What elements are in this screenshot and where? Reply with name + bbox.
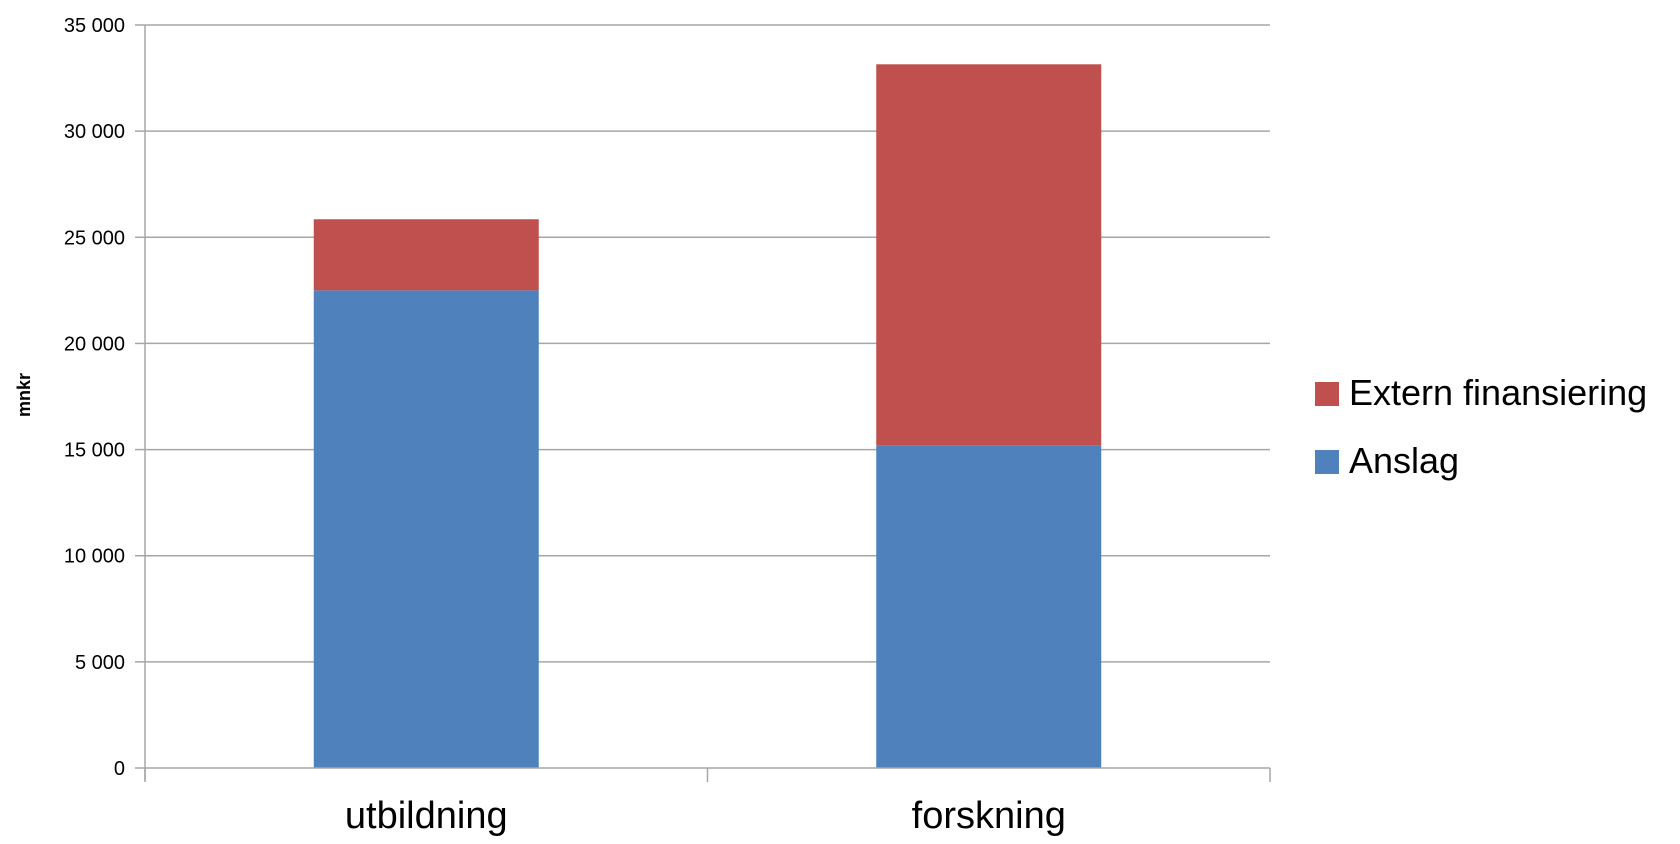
y-tick-labels: 0 5 000 10 000 15 000 20 000 25 000 30 000 35 0… (64, 15, 125, 780)
y-tick-label: 20 000 (64, 333, 125, 355)
axes (135, 24, 1271, 782)
y-tick-label: 25 000 (64, 227, 125, 249)
y-tick-label: 5 000 (75, 652, 125, 674)
legend-label: Anslag (1349, 440, 1459, 481)
legend-label: Extern finansiering (1349, 372, 1647, 413)
bar-extern-finansiering-utbildning (313, 219, 539, 291)
legend-swatch-anslag (1315, 450, 1339, 474)
bar-anslag-utbildning (313, 290, 539, 768)
x-category-label: forskning (912, 795, 1066, 837)
bars (313, 64, 1102, 768)
y-tick-label: 30 000 (64, 121, 125, 143)
y-axis-label: mnkr (14, 373, 34, 417)
y-tick-label: 10 000 (64, 546, 125, 568)
y-tick-label: 0 (114, 758, 125, 780)
legend: Extern finansiering Anslag (1315, 372, 1647, 481)
bar-anslag-forskning (876, 445, 1102, 768)
x-category-label: utbildning (345, 795, 508, 837)
bar-extern-finansiering-forskning (876, 64, 1102, 446)
x-category-labels: utbildning forskning (345, 795, 1066, 837)
legend-swatch-extern-finansiering (1315, 382, 1339, 406)
y-tick-label: 35 000 (64, 15, 125, 37)
y-tick-label: 15 000 (64, 440, 125, 462)
